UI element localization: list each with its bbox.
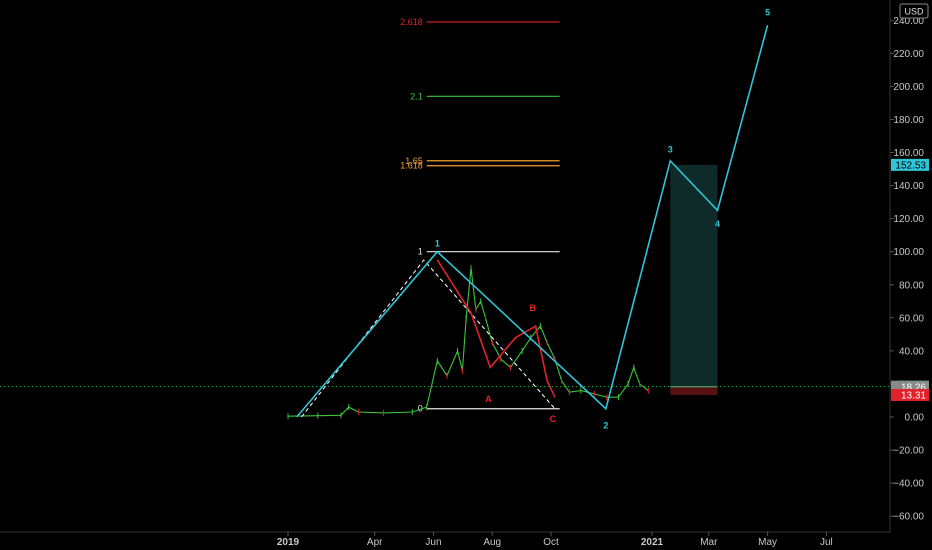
- stop-zone: [670, 386, 718, 395]
- x-tick-label: Jun: [425, 537, 441, 548]
- currency-label: USD: [904, 7, 924, 17]
- x-tick-label: Apr: [367, 537, 383, 548]
- wave-label: B: [529, 303, 536, 313]
- y-tick-label: 140.00: [893, 181, 924, 192]
- price-label-box: [891, 388, 929, 401]
- abc-correction: [436, 259, 556, 398]
- x-tick-label: Mar: [700, 537, 718, 548]
- elliott-wave-line: [296, 24, 769, 418]
- y-tick-label: −40.00: [893, 479, 924, 490]
- y-tick-label: 60.00: [899, 313, 924, 324]
- price-label-text: 18.26: [901, 382, 926, 393]
- price-series: [287, 265, 649, 420]
- fib-level-label: 1.65: [405, 156, 423, 166]
- position-box: [670, 164, 718, 395]
- y-tick-label: 0.00: [905, 413, 925, 424]
- elliott-wave: [296, 24, 769, 418]
- fib-level-label: 2.618: [400, 17, 423, 27]
- y-tick-label: 100.00: [893, 247, 924, 258]
- y-tick-label: 180.00: [893, 115, 924, 126]
- y-tick-label: 200.00: [893, 82, 924, 93]
- y-tick-label: 40.00: [899, 346, 924, 357]
- wave-label: C: [550, 414, 557, 424]
- wave-label: 5: [765, 7, 770, 17]
- x-tick-label: Aug: [483, 537, 501, 548]
- y-tick-label: −20.00: [893, 446, 924, 457]
- y-tick-label: 220.00: [893, 49, 924, 60]
- x-tick-label: 2019: [277, 537, 300, 548]
- fib-level-label: 1.618: [400, 161, 423, 171]
- price-label-text: 152.53: [895, 160, 926, 171]
- fib-level-label: 2.1: [410, 91, 423, 101]
- x-tick-label: Oct: [543, 537, 559, 548]
- price-label-box: [891, 158, 929, 171]
- currency-badge[interactable]: USD: [899, 3, 929, 19]
- x-tick-label: May: [758, 537, 777, 548]
- fib-level-label: 1: [418, 247, 423, 257]
- y-tick-label: 160.00: [893, 148, 924, 159]
- wave-labels: 1 2 3 4 5 A B C: [435, 7, 770, 430]
- x-tick-label: Jul: [820, 537, 833, 548]
- wave-label: 1: [435, 239, 440, 249]
- target-zone: [670, 164, 718, 387]
- dashed-projection-line: [301, 259, 556, 418]
- wave-label: 2: [603, 421, 608, 431]
- time-axis[interactable]: 2019 Apr Jun Aug Oct 2021 Mar May Jul: [277, 532, 833, 548]
- wave-label: 4: [715, 219, 720, 229]
- dashed-projection: [301, 259, 556, 418]
- price-label-text: 13.31: [901, 390, 926, 401]
- y-tick-label: 120.00: [893, 214, 924, 225]
- x-tick-label: 2021: [641, 537, 664, 548]
- wave-label: 3: [668, 145, 673, 155]
- y-tick-label: 80.00: [899, 280, 924, 291]
- abc-correction-line: [436, 259, 556, 398]
- y-tick-label: −60.00: [893, 512, 924, 523]
- wave-label: A: [485, 394, 492, 404]
- y-tick-label: 240.00: [893, 16, 924, 27]
